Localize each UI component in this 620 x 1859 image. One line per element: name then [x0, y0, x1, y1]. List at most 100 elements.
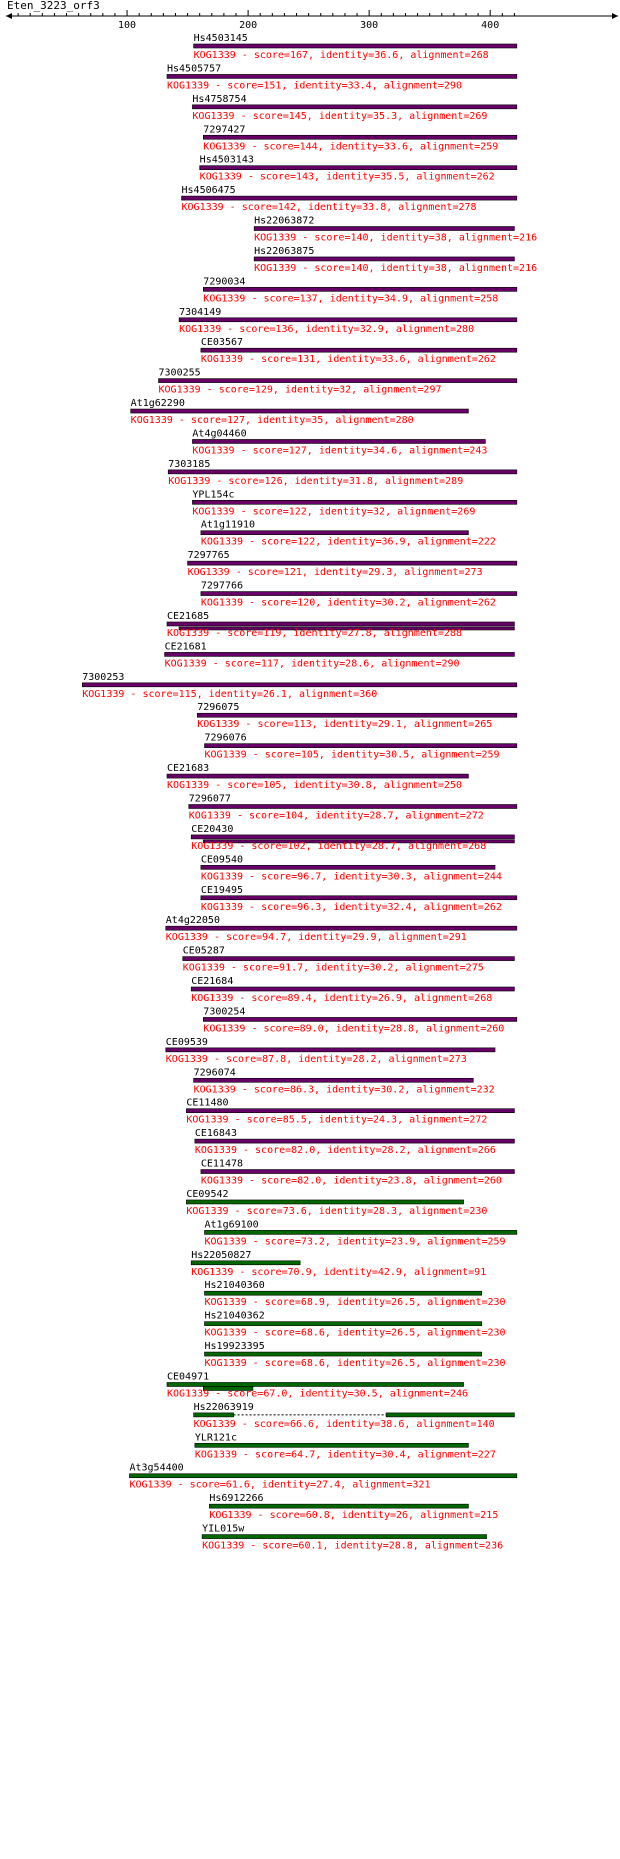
- hit-row: CE20430 KOG1339 - score=102, identity=28.…: [190, 824, 515, 852]
- hit-description: KOG1339 - score=120, identity=30.2, alig…: [201, 598, 496, 609]
- hit-description: KOG1339 - score=73.2, identity=23.9, ali…: [205, 1236, 506, 1247]
- hit-bar: [192, 104, 518, 110]
- axis-tick-label: 200: [239, 20, 257, 31]
- hit-name: 7300253: [82, 672, 124, 683]
- hit-row: CE11478 KOG1339 - score=82.0, identity=23…: [200, 1159, 515, 1187]
- hit-row: At4g04460 KOG1339 - score=127, identity=3…: [192, 428, 487, 456]
- hit-name: CE09540: [201, 854, 243, 865]
- hit-description: KOG1339 - score=96.7, identity=30.3, ali…: [201, 871, 502, 882]
- hit-description: KOG1339 - score=60.1, identity=28.8, ali…: [202, 1541, 503, 1552]
- hit-row: 7290034 KOG1339 - score=137, identity=34.…: [203, 276, 518, 304]
- hit-bar: [166, 773, 469, 779]
- hit-row: CE09540 KOG1339 - score=96.7, identity=30…: [200, 854, 502, 882]
- hit-description: KOG1339 - score=140, identity=38, alignm…: [254, 233, 537, 244]
- hit-bar: [200, 347, 518, 353]
- hit-description: KOG1339 - score=68.6, identity=26.5, ali…: [205, 1358, 506, 1369]
- hit-name: CE21685: [167, 611, 209, 622]
- hit-list: Hs4503145 KOG1339 - score=167, identity=3…: [81, 33, 537, 1552]
- hit-row: 7300254 KOG1339 - score=89.0, identity=28…: [203, 1006, 518, 1034]
- hit-row: Hs22063875 KOG1339 - score=140, identity=…: [253, 246, 537, 274]
- hit-bar: [193, 43, 518, 49]
- query-title: Eten_3223_orf3: [7, 0, 100, 12]
- hit-bar: [209, 1503, 469, 1509]
- hit-bar: [194, 1138, 515, 1144]
- hit-description: KOG1339 - score=96.3, identity=32.4, ali…: [201, 902, 502, 913]
- hit-row: YLR121c KOG1339 - score=64.7, identity=30…: [194, 1432, 496, 1460]
- hit-bar: [166, 1382, 464, 1387]
- hit-description: KOG1339 - score=104, identity=28.7, alig…: [189, 811, 484, 822]
- hit-bar: [81, 682, 518, 688]
- hit-row: Hs4503143 KOG1339 - score=143, identity=3…: [199, 155, 518, 183]
- hit-bar: [178, 317, 518, 323]
- hit-row: CE03567 KOG1339 - score=131, identity=33.…: [200, 337, 518, 365]
- hit-name: Hs22063872: [254, 216, 314, 227]
- hit-row: CE09539 KOG1339 - score=87.8, identity=28…: [165, 1037, 496, 1065]
- hit-name: Hs22050827: [191, 1250, 251, 1261]
- hit-bar: [385, 1412, 515, 1418]
- hit-name: At4g04460: [192, 428, 246, 439]
- hit-row: CE21684 KOG1339 - score=89.4, identity=26…: [190, 976, 515, 1004]
- hit-description: KOG1339 - score=126, identity=31.8, alig…: [168, 476, 463, 487]
- hit-name: 7304149: [179, 307, 221, 318]
- hit-description: KOG1339 - score=105, identity=30.5, alig…: [205, 750, 500, 761]
- hit-description: KOG1339 - score=70.9, identity=42.9, ali…: [191, 1267, 486, 1278]
- hit-bar: [200, 1169, 515, 1174]
- hit-name: 7300255: [159, 368, 201, 379]
- hit-name: CE05287: [183, 946, 225, 957]
- hit-bar: [196, 712, 518, 718]
- hit-row: Hs4758754 KOG1339 - score=145, identity=3…: [192, 94, 518, 122]
- hit-bar-secondary: [178, 626, 515, 631]
- hit-row: CE09542 KOG1339 - score=73.6, identity=28…: [186, 1189, 487, 1217]
- hit-name: YIL015w: [202, 1524, 245, 1535]
- hit-bar: [166, 621, 515, 627]
- axis-tick-label: 400: [481, 20, 499, 31]
- hit-name: CE04971: [167, 1371, 209, 1382]
- hit-description: KOG1339 - score=91.7, identity=30.2, ali…: [183, 963, 484, 974]
- hit-row: 7303185 KOG1339 - score=126, identity=31.…: [167, 459, 518, 487]
- hit-bar: [192, 499, 518, 505]
- hit-bar: [165, 1047, 496, 1053]
- hit-row: Hs21040360 KOG1339 - score=68.9, identity…: [204, 1280, 506, 1308]
- hit-name: Hs4503143: [200, 155, 254, 166]
- axis-tick-label: 100: [118, 20, 136, 31]
- hit-row: At1g62290 KOG1339 - score=127, identity=3…: [130, 398, 469, 426]
- hit-bar: [203, 1017, 518, 1022]
- hit-row: Hs22050827 KOG1339 - score=70.9, identity…: [190, 1250, 486, 1278]
- hit-row: YPL154c KOG1339 - score=122, identity=32,…: [192, 489, 518, 517]
- hit-row: 7297427 KOG1339 - score=144, identity=33.…: [203, 124, 518, 152]
- hit-bar: [192, 439, 486, 444]
- hit-description: KOG1339 - score=85.5, identity=24.3, ali…: [186, 1115, 487, 1126]
- hit-row: At3g54400 KOG1339 - score=61.6, identity=…: [129, 1463, 518, 1491]
- hit-description: KOG1339 - score=64.7, identity=30.4, ali…: [195, 1449, 496, 1460]
- hit-name: CE16843: [195, 1128, 237, 1139]
- hit-name: Hs4506475: [182, 185, 236, 196]
- hit-description: KOG1339 - score=61.6, identity=27.4, ali…: [129, 1480, 430, 1491]
- hit-name: 7297427: [203, 124, 245, 135]
- hit-description: KOG1339 - score=115, identity=26.1, alig…: [82, 689, 377, 700]
- hit-bar: [200, 591, 518, 596]
- hit-description: KOG1339 - score=121, identity=29.3, alig…: [188, 567, 483, 578]
- hit-bar: [200, 895, 518, 901]
- hit-description: KOG1339 - score=68.9, identity=26.5, ali…: [205, 1297, 506, 1308]
- axis-left-arrow: [6, 13, 12, 19]
- hit-name: 7296077: [189, 794, 231, 805]
- hit-name: 7296074: [194, 1067, 236, 1078]
- hit-row: Hs4503145 KOG1339 - score=167, identity=3…: [193, 33, 518, 61]
- axis-tick-label: 300: [360, 20, 378, 31]
- hit-row: 7300255 KOG1339 - score=129, identity=32,…: [158, 368, 518, 396]
- hit-description: KOG1339 - score=89.0, identity=28.8, ali…: [203, 1023, 504, 1034]
- hit-bar: [193, 1412, 234, 1418]
- hit-description: KOG1339 - score=151, identity=33.4, alig…: [167, 80, 462, 91]
- hit-bar: [203, 1386, 254, 1391]
- hit-name: CE21683: [167, 763, 209, 774]
- hit-bar: [190, 1260, 301, 1266]
- axis-right-arrow: [612, 13, 618, 19]
- hit-name: CE03567: [201, 337, 243, 348]
- hit-description: KOG1339 - score=113, identity=29.1, alig…: [197, 719, 492, 730]
- hit-row: Hs22063872 KOG1339 - score=140, identity=…: [253, 216, 537, 244]
- hit-bar: [194, 1443, 469, 1448]
- hit-description: KOG1339 - score=73.6, identity=28.3, ali…: [186, 1206, 487, 1217]
- hit-name: Hs4758754: [192, 94, 246, 105]
- hit-name: 7297765: [188, 550, 230, 561]
